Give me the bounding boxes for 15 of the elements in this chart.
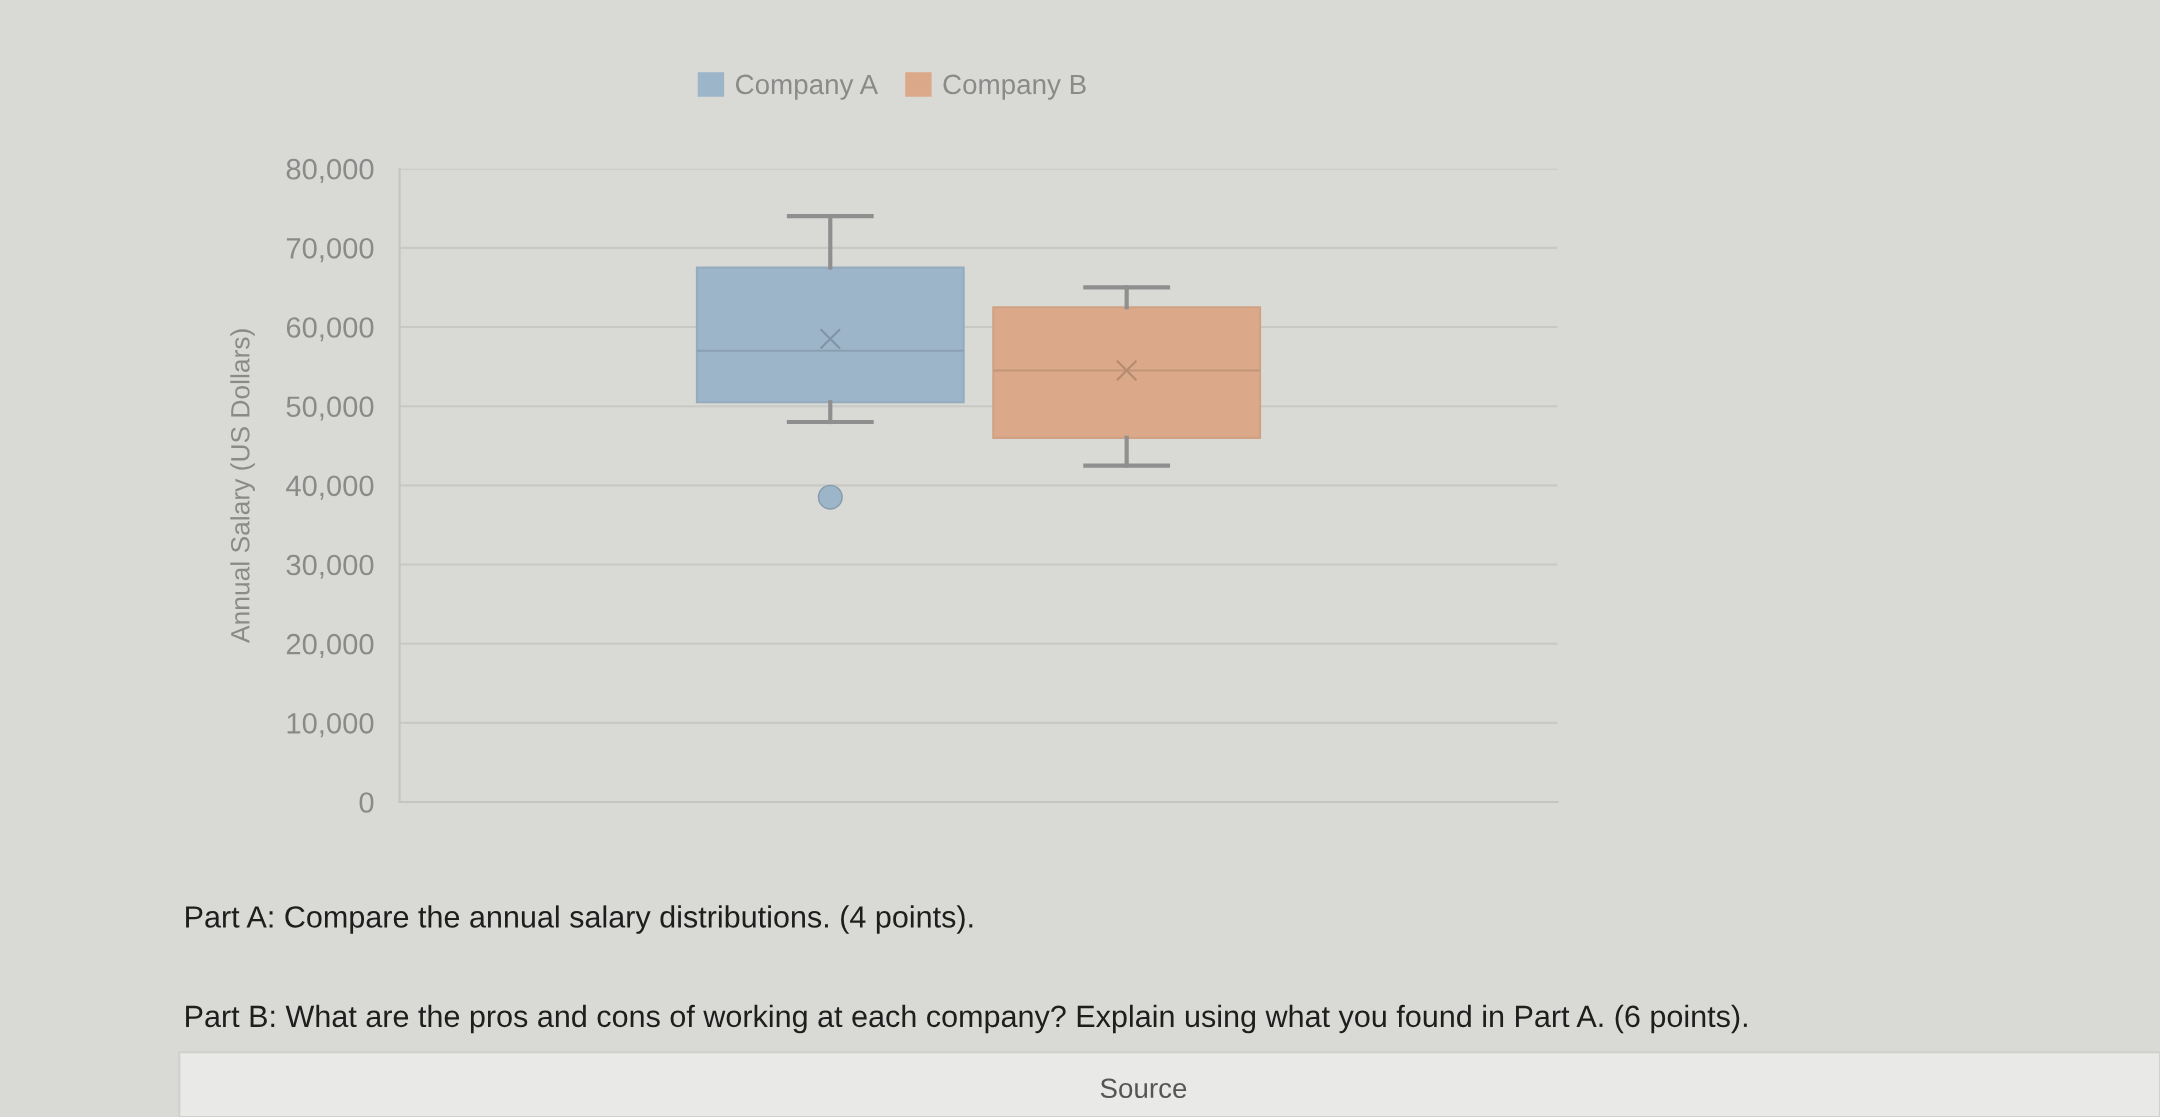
text: Part A: Compare the annual salary distributions. (4 points).	[186, 905, 973, 934]
legend-label: Company B	[943, 74, 1086, 100]
y-tick-label: 40,000	[286, 475, 374, 500]
y-tick-label: 50,000	[286, 396, 374, 421]
y-axis-title: Annual Salary (US Dollars)	[230, 329, 255, 643]
text: Source	[1100, 1078, 1187, 1099]
y-tick-label: 70,000	[286, 238, 374, 263]
y-tick-label: 10,000	[287, 713, 374, 738]
y-tick-label: 20,000	[286, 633, 374, 658]
y-tick-label: 60,000	[286, 317, 374, 342]
y-tick-label: 80,000	[286, 158, 374, 183]
text: Part B: What are the pros and cons of working at each company? Explain using what you found in Part A. (6 points).	[186, 1004, 1747, 1034]
y-tick-label: 0	[359, 792, 374, 813]
y-tick-label: 30,000	[286, 554, 374, 579]
legend-label: Company A	[735, 74, 879, 100]
